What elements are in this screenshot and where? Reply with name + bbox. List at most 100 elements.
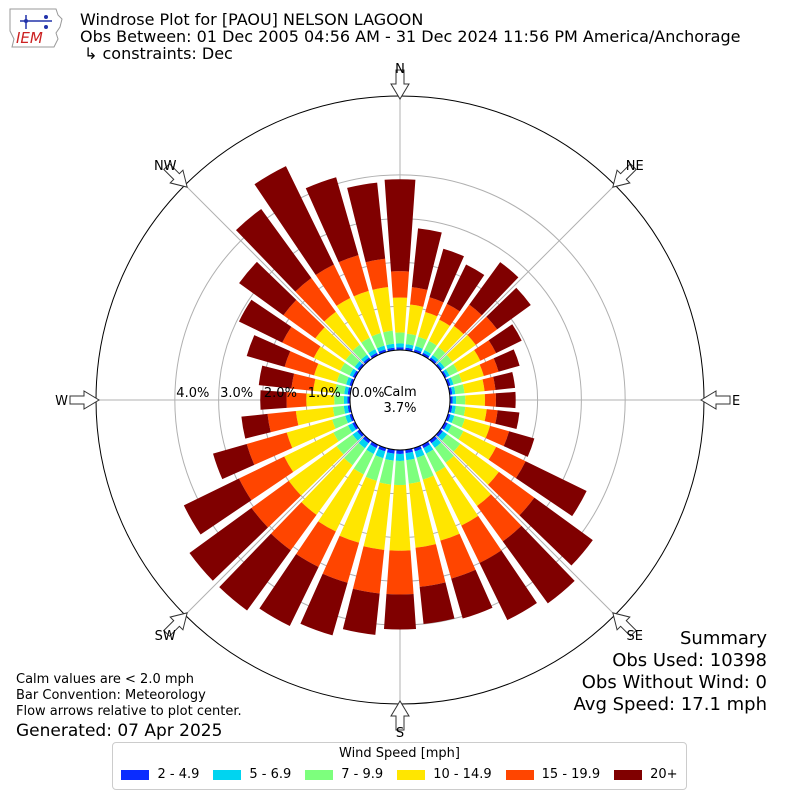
compass-arrow-icon	[163, 163, 188, 188]
windrose-bar-segment	[349, 368, 357, 377]
windrose-bar-segment	[405, 451, 415, 461]
compass-arrow-icon	[390, 69, 410, 100]
windrose-bar-segment	[440, 533, 476, 579]
iem-logo-graphic: IEM	[9, 8, 63, 48]
windrose-bar-segment	[469, 262, 519, 316]
windrose-bar-segment	[484, 409, 498, 424]
compass-arrow-icon	[700, 390, 731, 410]
windrose-bar-segment	[454, 384, 465, 395]
windrose-bar-segment	[354, 361, 363, 370]
windrose-bar-segment	[445, 413, 451, 422]
windrose-bar-segment	[396, 347, 404, 351]
compass-label: S	[396, 726, 404, 741]
windrose-bar-segment	[413, 445, 422, 452]
windrose-bar-segment	[502, 525, 575, 604]
windrose-bars	[183, 166, 593, 636]
windrose-bar-segment	[378, 349, 387, 355]
windrose-bar-segment	[389, 484, 411, 551]
legend-item: 15 - 19.9	[505, 767, 601, 782]
compass-label: E	[732, 394, 740, 409]
compass-label: N	[395, 62, 405, 77]
windrose-bar-segment	[463, 406, 487, 422]
windrose-bar-segment	[461, 418, 491, 439]
windrose-bar-segment	[251, 480, 302, 528]
windrose-bar-segment	[361, 337, 376, 354]
windrose-bar-segment	[332, 415, 348, 429]
windrose-bar-segment	[295, 407, 335, 426]
windrose-bar-segment	[344, 386, 349, 395]
windrose-bar-segment	[425, 297, 444, 317]
windrose-bar-segment	[282, 326, 321, 358]
windrose-bar-segment	[413, 349, 422, 355]
windrose-bar-segment	[450, 373, 462, 385]
windrose-bar-segment	[246, 432, 293, 465]
windrose-bar-segment	[358, 438, 369, 449]
legend-label: 15 - 19.9	[541, 767, 601, 782]
title-block: Windrose Plot for [PAOU] NELSON LAGOON O…	[80, 11, 740, 62]
windrose-bar-segment	[284, 351, 319, 376]
notes-block: Calm values are < 2.0 mph Bar Convention…	[16, 672, 242, 742]
windrose-bar-segment	[385, 452, 395, 461]
calm-note: Calm values are < 2.0 mph	[16, 672, 195, 687]
compass-arrow-icon	[69, 390, 100, 410]
windrose-bar-segment	[318, 468, 364, 532]
windrose-bar-segment	[339, 476, 377, 543]
windrose-bar-segment	[313, 346, 345, 371]
windrose-bar-segment	[295, 278, 336, 322]
calm-circle	[349, 349, 451, 451]
windrose-bar-segment	[219, 533, 291, 611]
windrose-bar-segment	[461, 515, 502, 564]
windrose-bar-segment	[291, 373, 316, 391]
windrose-bar-segment	[439, 354, 453, 368]
windrose-bar-segment	[213, 443, 255, 480]
windrose-bar-segment	[267, 410, 299, 433]
windrose-bar-segment	[482, 376, 496, 392]
windrose-bar-segment	[361, 354, 370, 363]
windrose-bar-segment	[434, 442, 454, 463]
windrose-bar-segment	[353, 290, 381, 337]
compass-label: NW	[154, 159, 177, 174]
windrose-bar-segment	[376, 345, 386, 352]
compass-arrow-icon	[390, 700, 410, 731]
windrose-bar-segment	[270, 502, 317, 551]
windrose-bar-segment	[458, 364, 484, 383]
windrose-bar-segment	[441, 434, 461, 452]
windrose-bar-segment	[306, 393, 335, 407]
windrose-bar-segment	[336, 373, 349, 385]
windrose-bar-segment	[486, 287, 531, 330]
windrose-bar-segment	[366, 444, 377, 454]
windrose-bar-segment	[352, 344, 368, 360]
windrose-bar-segment	[378, 445, 387, 452]
calm-value: 3.7%	[383, 401, 416, 416]
windrose-bar-segment	[246, 335, 291, 367]
windrose-bar-segment	[426, 449, 446, 473]
windrose-bar-segment	[479, 358, 499, 376]
windrose-bar-segment	[371, 332, 385, 349]
windrose-bar-segment	[342, 588, 380, 635]
windrose-bar-segment	[343, 442, 365, 466]
windrose-bar-segment	[435, 466, 479, 526]
compass-label: W	[55, 394, 68, 409]
observation-period: Obs Between: 01 Dec 2005 04:56 AM - 31 D…	[80, 27, 741, 46]
windrose-bar-segment	[446, 334, 476, 362]
windrose-bar-segment	[315, 327, 352, 361]
windrose-bar-segment	[437, 361, 445, 370]
grid-spoke	[184, 435, 365, 616]
windrose-bar-segment	[406, 458, 421, 484]
windrose-bar-segment	[336, 434, 358, 455]
windrose-bar-segment	[334, 395, 345, 405]
summary-block: Summary Obs Used: 10398 Obs Without Wind…	[574, 628, 767, 716]
windrose-bar-segment	[375, 448, 386, 459]
windrose-bar-segment	[422, 475, 460, 541]
windrose-bar-segment	[451, 569, 493, 619]
windrose-bar-segment	[365, 455, 384, 481]
windrose-bar-segment	[495, 410, 520, 430]
windrose-bar-segment	[379, 459, 394, 485]
windrose-bar-segment	[391, 271, 409, 298]
windrose-bar-segment	[347, 396, 351, 404]
windrose-bar-segment	[335, 384, 346, 395]
windrose-bar-segment	[416, 454, 434, 480]
windrose-bar-segment	[430, 354, 439, 363]
radial-tick-label: 4.0%	[176, 386, 209, 401]
